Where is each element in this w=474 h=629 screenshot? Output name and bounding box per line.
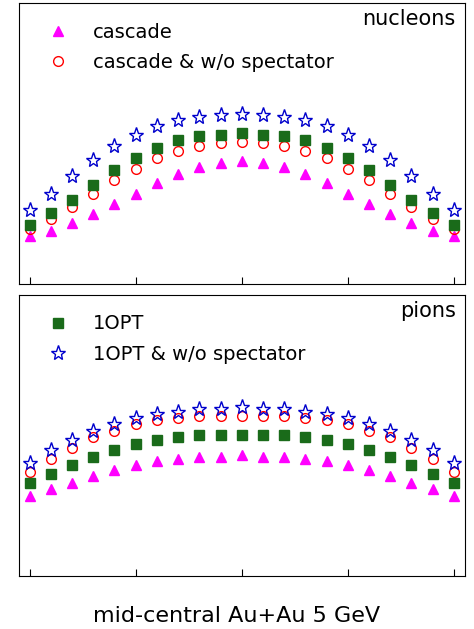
Text: pions: pions <box>400 301 456 321</box>
Text: mid-central Au+Au 5 GeV: mid-central Au+Au 5 GeV <box>93 606 381 626</box>
Legend: 1OPT, 1OPT & w/o spectator: 1OPT, 1OPT & w/o spectator <box>29 304 315 374</box>
Text: nucleons: nucleons <box>362 9 456 29</box>
Legend: cascade, cascade & w/o spectator: cascade, cascade & w/o spectator <box>29 13 344 82</box>
